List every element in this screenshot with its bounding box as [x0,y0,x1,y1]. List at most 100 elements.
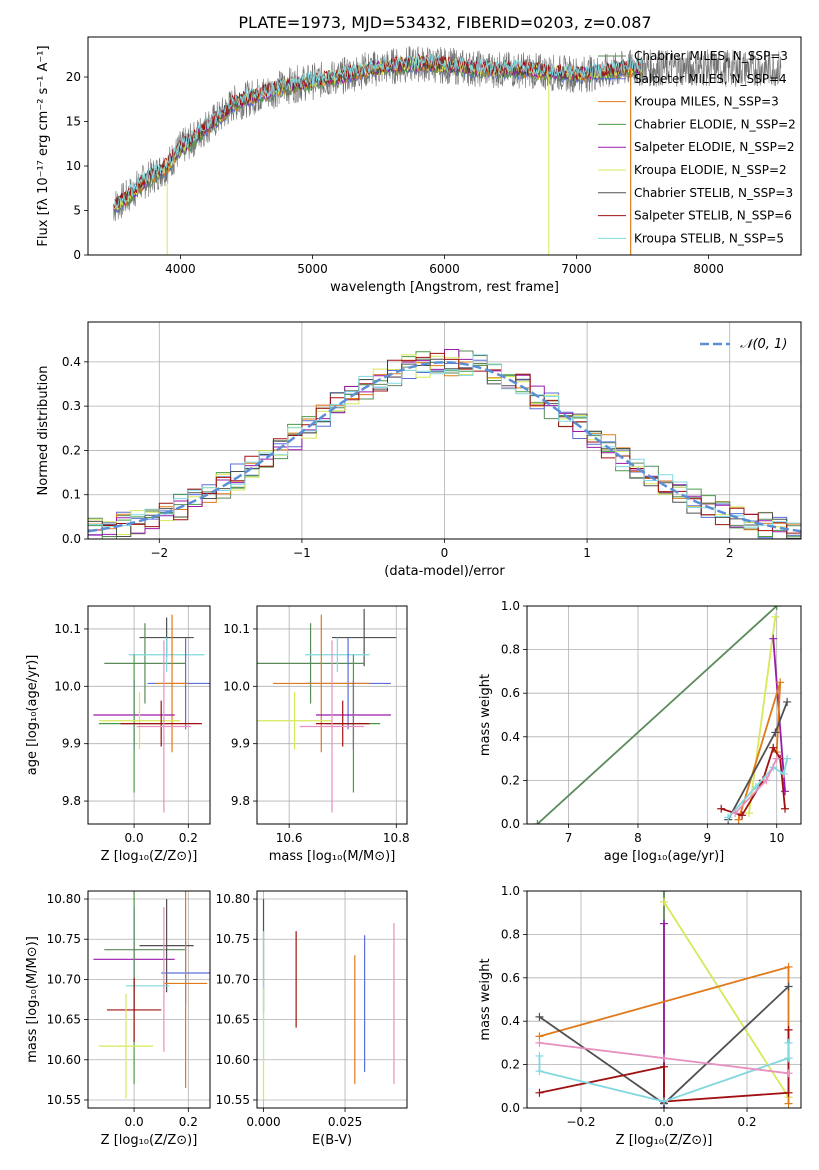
x-axis-label: Z [log₁₀(Z/Z⊙)] [616,1133,713,1148]
x-tick-label: 8 [634,831,642,845]
legend-label: Salpeter MILES, N_SSP=4 [634,72,787,86]
y-tick-label: 9.8 [231,794,250,808]
plus-marker [535,1051,544,1060]
y-tick-label: 0.2 [501,1058,520,1072]
legend-label: Kroupa MILES, N_SSP=3 [634,95,779,109]
plus-marker [769,634,778,643]
x-tick-label: 0 [441,546,449,560]
y-tick-label: 10.55 [216,1093,250,1107]
x-tick-label: 0.2 [179,831,198,845]
x-tick-label: 7000 [561,262,592,276]
plus-marker [738,811,747,820]
x-tick-label: 5000 [297,262,328,276]
plus-marker [731,809,740,818]
plus-marker [776,678,785,687]
y-tick-label: 10.55 [47,1093,81,1107]
y-tick-label: 0.3 [62,399,81,413]
x-tick-label: 0.2 [179,1115,198,1129]
plus-marker [779,769,788,778]
plus-marker [784,1099,793,1108]
x-tick-label: 10.8 [383,831,410,845]
plot-area [535,891,793,1108]
mass-vs-ebv-panel: 0.000 0.025 10.55 10.60 10.65 10.70 10.75 10.80… [216,890,408,1148]
legend-label: 𝒩(0, 1) [740,337,787,352]
x-axis-label: Z [log₁₀(Z/Z⊙)] [101,1133,198,1148]
x-tick-label: 8000 [693,262,724,276]
x-axis-label: E(B-V) [312,1133,352,1148]
y-axis-label: mass [log₁₀(M/M⊙)] [25,936,40,1063]
x-axis-label: wavelength [Angstrom, rest frame] [330,280,559,295]
y-tick-label: 10.70 [216,972,250,986]
y-tick-label: 10.65 [47,1013,81,1027]
axes-frame [87,36,802,256]
y-tick-label: 0.8 [501,927,520,941]
plus-marker [784,1088,793,1097]
y-axis-label: mass weight [478,674,493,756]
plus-marker [535,1012,544,1021]
x-tick-label: −2 [150,546,168,560]
x-tick-label: 9 [704,831,712,845]
y-tick-label: 0.0 [62,532,81,546]
plus-marker [784,1025,793,1034]
mass-weight-vs-metallicity-panel: −0.2 0.0 0.2 0.0 0.2 0.4 0.6 0.8 1.0 Z [log₁₀(Z/Z… [478,884,802,1148]
legend-label: Chabrier ELODIE, N_SSP=2 [634,117,796,131]
axes-frame [526,605,802,825]
y-tick-label: 10.75 [47,932,81,946]
plus-marker [744,809,753,818]
plus-marker [762,776,771,785]
histogram-salpeter_stelib [88,352,801,534]
plus-marker [533,820,542,824]
weight-line-kroupa_elodie [663,901,790,1098]
plot-area [257,608,397,813]
x-tick-label: 10 [769,831,784,845]
legend-label: Salpeter ELODIE, N_SSP=2 [634,140,795,154]
plus-marker [784,1054,793,1063]
y-tick-label: 0.6 [501,971,520,985]
normal-curve [88,361,801,533]
plus-marker [660,919,668,928]
plot-area [93,891,210,1099]
y-tick-label: 0.4 [501,730,520,744]
plus-marker [535,1067,544,1076]
y-axis-label: mass weight [478,958,493,1040]
figure-title: PLATE=1973, MJD=53432, FIBERID=0203, z=0… [238,13,651,32]
age-vs-mass-panel: 10.6 10.8 9.8 9.9 10.0 10.1 mass [log₁₀(M/M⊙)] [223,605,410,864]
plus-marker [784,982,793,991]
x-tick-label: 7 [565,831,573,845]
legend-label: Chabrier MILES, N_SSP=3 [634,49,788,63]
y-tick-label: 5 [73,204,81,218]
y-tick-label: 0.2 [501,773,520,787]
y-tick-label: 1.0 [501,884,520,898]
x-axis-label: Z [log₁₀(Z/Z⊙)] [101,849,198,864]
axes-frame [256,890,408,1109]
y-tick-label: 1.0 [501,599,520,613]
legend-label: Chabrier STELIB, N_SSP=3 [634,186,793,200]
x-tick-label: 0.0 [125,831,144,845]
y-tick-label: 10.1 [223,622,250,636]
y-tick-label: 10.60 [216,1053,250,1067]
axes-frame [87,890,211,1109]
plot-area [112,46,782,255]
y-tick-label: 10.0 [223,679,250,693]
y-tick-label: 0.1 [62,488,81,502]
plus-marker [724,813,733,822]
y-tick-label: 9.8 [62,794,81,808]
plus-marker [751,782,760,791]
y-tick-label: 10.0 [54,679,81,693]
axes-frame [526,890,802,1109]
x-tick-label: 1 [583,546,591,560]
x-tick-label: 0.0 [125,1115,144,1129]
y-tick-label: 10.80 [216,892,250,906]
x-tick-label: 6000 [429,262,460,276]
y-tick-label: 10.80 [47,892,81,906]
y-tick-label: 10.60 [47,1053,81,1067]
y-tick-label: 0 [73,248,81,262]
axes-frame [87,321,802,540]
y-tick-label: 10.70 [47,972,81,986]
plus-marker [660,1097,668,1106]
plus-marker [660,897,668,906]
y-tick-label: 15 [66,115,81,129]
mass-weight-vs-age-panel: 7 8 9 10 0.0 0.2 0.4 0.6 0.8 1.0 age [log₁₀(age/yr… [478,599,802,864]
x-tick-label: 10.6 [276,831,303,845]
legend-label: Kroupa STELIB, N_SSP=5 [634,231,784,245]
